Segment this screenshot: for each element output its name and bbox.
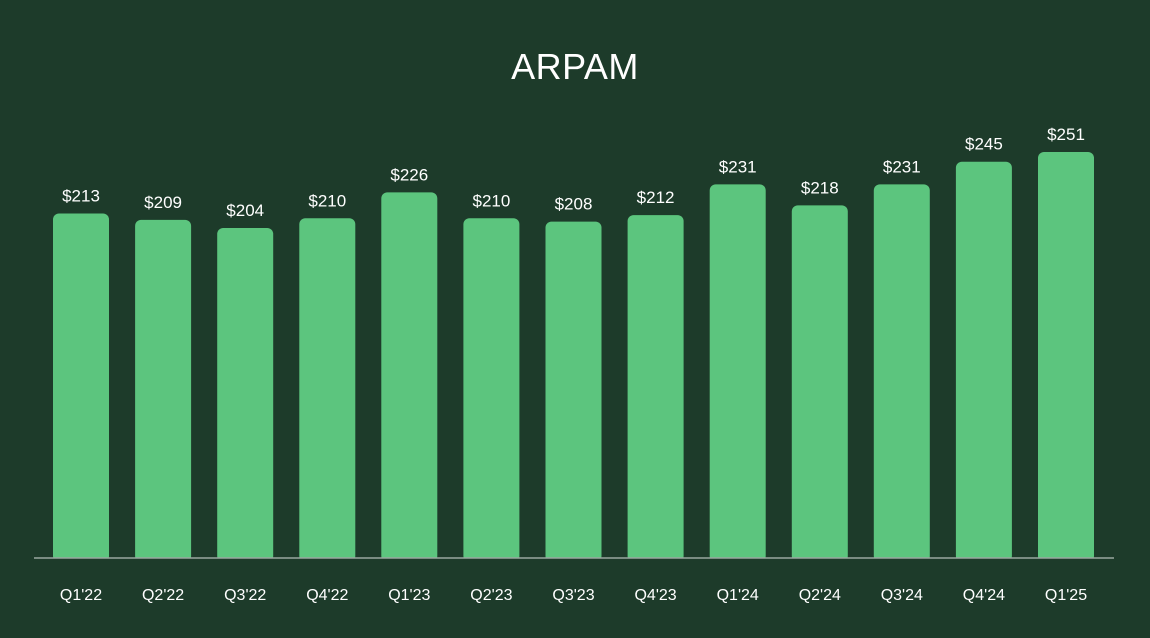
bar-Q2'22	[135, 219, 192, 558]
bars-group	[53, 152, 1094, 558]
x-tick-label: Q2'22	[142, 587, 184, 604]
bar-Q4'23	[627, 215, 684, 558]
x-tick-label: Q4'23	[634, 587, 676, 604]
bar-Q4'22	[299, 218, 356, 558]
x-tick-label: Q4'24	[963, 587, 1005, 604]
x-tick-label: Q1'25	[1045, 587, 1087, 604]
bar-Q1'23	[381, 192, 438, 558]
value-label: $209	[144, 193, 182, 212]
x-tick-label: Q1'22	[60, 587, 102, 604]
value-label: $210	[472, 191, 510, 210]
bar-Q1'22	[53, 213, 109, 558]
value-label: $218	[801, 178, 839, 197]
x-tick-label: Q1'23	[388, 587, 430, 604]
bar-Q3'24	[873, 184, 930, 558]
bar-Q4'24	[955, 161, 1012, 558]
x-tick-label: Q3'23	[552, 587, 594, 604]
bar-Q2'24	[791, 205, 848, 558]
value-labels-group: $213 $209 $204 $210 $226 $210 $208 $212 $231 $218…	[62, 125, 1085, 220]
bar-Q1'25	[1038, 152, 1094, 558]
x-tick-label: Q2'24	[799, 587, 841, 604]
value-label: $212	[637, 188, 675, 207]
bar-Q3'22	[217, 228, 274, 558]
value-label: $210	[308, 191, 346, 210]
value-label: $231	[883, 157, 921, 176]
x-tick-label: Q4'22	[306, 587, 348, 604]
x-tick-label: Q3'24	[881, 587, 923, 604]
value-label: $213	[62, 187, 100, 206]
value-label: $226	[390, 165, 428, 184]
x-tick-label: Q1'24	[717, 587, 759, 604]
value-label: $204	[226, 201, 264, 220]
x-tick-label: Q2'23	[470, 587, 512, 604]
value-label: $251	[1047, 125, 1085, 144]
value-label: $245	[965, 135, 1003, 154]
chart-title: ARPAM	[511, 46, 639, 87]
bar-Q1'24	[709, 184, 766, 558]
x-tick-labels-group: Q1'22 Q2'22 Q3'22 Q4'22 Q1'23 Q2'23 Q3'23 Q4'23…	[60, 587, 1087, 604]
value-label: $231	[719, 157, 757, 176]
x-tick-label: Q3'22	[224, 587, 266, 604]
value-label: $208	[555, 195, 593, 214]
bar-Q3'23	[545, 221, 602, 558]
bar-Q2'23	[463, 218, 520, 558]
